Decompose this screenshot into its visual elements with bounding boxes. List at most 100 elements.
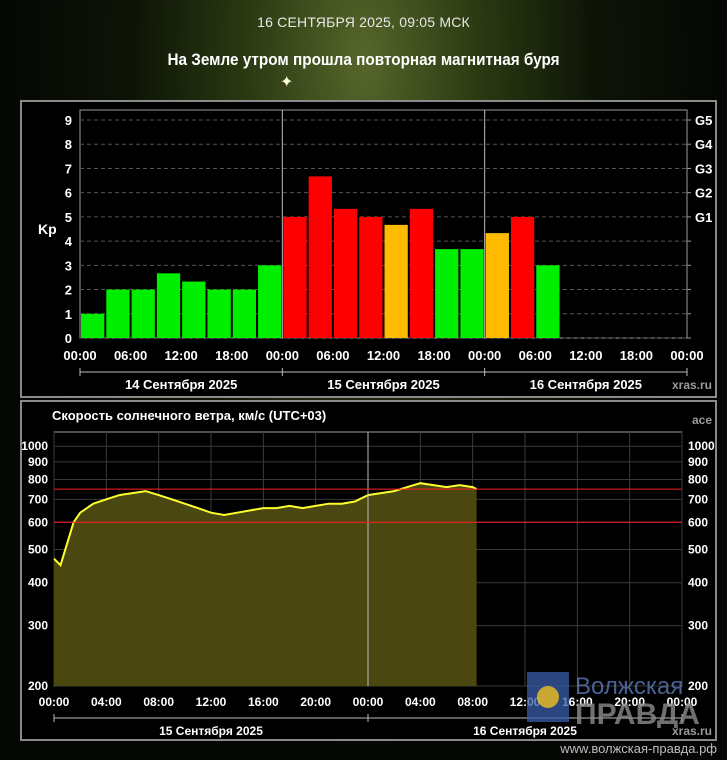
wind-x-tick-label: 16:00 <box>248 695 279 709</box>
date-line: 16 СЕНТЯБРЯ 2025, 09:05 МСК <box>257 14 470 30</box>
kp-bar <box>308 176 332 338</box>
kp-x-tick-label: 00:00 <box>63 348 96 363</box>
wind-x-tick-label: 20:00 <box>614 695 645 709</box>
kp-y-tick-label: 0 <box>65 331 72 346</box>
wind-x-tick-label: 12:00 <box>196 695 227 709</box>
wind-source-bottom: xras.ru <box>672 724 712 738</box>
wind-day-label: 16 Сентября 2025 <box>473 724 577 738</box>
wind-y-tick-left: 700 <box>28 492 48 506</box>
sparkle-icon: ✦ <box>280 74 294 91</box>
wind-y-tick-right: 500 <box>688 542 708 556</box>
kp-bar <box>460 249 484 338</box>
wind-y-tick-left: 900 <box>28 455 48 469</box>
kp-bar <box>435 249 459 338</box>
kp-bar <box>384 224 408 338</box>
kp-bar <box>81 313 105 338</box>
kp-y-tick-label: 9 <box>65 113 72 128</box>
wind-x-tick-label: 08:00 <box>457 695 488 709</box>
kp-g-label: G5 <box>695 113 712 128</box>
kp-bar <box>207 289 231 338</box>
kp-bar <box>409 208 434 338</box>
kp-bar <box>106 289 130 338</box>
kp-plot-area <box>79 109 688 339</box>
kp-index-panel: 0 1 2 3 4 5 6 7 8 9 G1 G2 G3 G4 G5 Kp 00:00 06:00 12:00 18:… <box>20 100 717 398</box>
kp-y-tick-label: 8 <box>65 137 72 152</box>
wind-x-tick-label: 04:00 <box>405 695 436 709</box>
kp-g-label: G2 <box>695 186 712 201</box>
kp-bar <box>156 273 181 338</box>
kp-day-label: 16 Сентября 2025 <box>530 377 642 392</box>
wind-y-tick-right: 400 <box>688 576 708 590</box>
kp-g-label: G3 <box>695 161 712 176</box>
kp-x-tick-label: 00:00 <box>468 348 501 363</box>
wind-y-tick-right: 1000 <box>688 439 715 453</box>
wind-source-top: ace <box>692 413 712 427</box>
kp-bar <box>485 233 509 338</box>
wind-x-tick-label: 04:00 <box>91 695 122 709</box>
kp-source-label: xras.ru <box>672 378 712 392</box>
headline: На Земле утром прошла повторная магнитна… <box>167 50 560 69</box>
wind-line <box>53 482 478 568</box>
kp-x-tick-label: 12:00 <box>569 348 602 363</box>
kp-bar <box>333 208 358 338</box>
wind-x-tick-label: 00:00 <box>353 695 384 709</box>
kp-bar <box>510 216 535 338</box>
kp-bar <box>182 281 206 338</box>
wind-y-tick-right: 700 <box>688 492 708 506</box>
kp-x-tick-label: 00:00 <box>266 348 299 363</box>
wind-y-tick-left: 600 <box>28 515 48 529</box>
kp-x-tick-label: 18:00 <box>215 348 248 363</box>
wind-day-label: 15 Сентября 2025 <box>159 724 263 738</box>
watermark-url: www.волжская-правда.рф <box>560 741 717 756</box>
wind-y-tick-left: 500 <box>28 542 48 556</box>
wind-y-tick-right: 200 <box>688 679 708 693</box>
wind-x-tick-label: 20:00 <box>300 695 331 709</box>
kp-bar <box>232 289 257 338</box>
svg-text:ПРАВДА: ПРАВДА <box>575 698 700 728</box>
wind-y-tick-right: 300 <box>688 619 708 633</box>
wind-y-tick-left: 200 <box>28 679 48 693</box>
kp-y-tick-label: 3 <box>65 258 72 273</box>
kp-y-tick-label: 1 <box>65 307 72 322</box>
kp-x-tick-label: 00:00 <box>670 348 703 363</box>
kp-y-tick-label: 2 <box>65 283 72 298</box>
kp-x-tick-label: 12:00 <box>165 348 198 363</box>
solar-wind-chart: Скорость солнечного ветра, км/с (UTC+03)… <box>22 408 715 738</box>
watermark-logo: Волжская ПРАВДА <box>527 672 700 728</box>
kp-bar <box>258 265 282 338</box>
wind-x-tick-label: 00:00 <box>39 695 70 709</box>
wind-y-tick-left: 300 <box>28 619 48 633</box>
kp-bar <box>536 265 560 338</box>
kp-x-tick-label: 18:00 <box>620 348 653 363</box>
kp-bar <box>283 216 307 338</box>
wind-x-tick-label: 08:00 <box>143 695 174 709</box>
kp-x-tick-label: 06:00 <box>519 348 552 363</box>
wind-y-tick-left: 400 <box>28 576 48 590</box>
wind-y-tick-right: 800 <box>688 472 708 486</box>
wind-x-tick-label: 00:00 <box>667 695 698 709</box>
kp-x-tick-label: 18:00 <box>417 348 450 363</box>
wind-y-tick-left: 1000 <box>22 439 48 453</box>
wind-title: Скорость солнечного ветра, км/с (UTC+03) <box>52 408 326 423</box>
kp-day-label: 14 Сентября 2025 <box>125 377 237 392</box>
wind-y-tick-left: 800 <box>28 472 48 486</box>
svg-text:Волжская: Волжская <box>575 673 683 700</box>
kp-g-label: G4 <box>695 137 713 152</box>
kp-bar <box>359 216 383 338</box>
kp-g-label: G1 <box>695 210 712 225</box>
solar-wind-panel: Скорость солнечного ветра, км/с (UTC+03)… <box>20 400 717 741</box>
kp-x-tick-label: 06:00 <box>114 348 147 363</box>
wind-area <box>54 483 477 686</box>
kp-chart: 0 1 2 3 4 5 6 7 8 9 G1 G2 G3 G4 G5 Kp 00:00 06:00 12:00 18:… <box>38 109 713 392</box>
kp-y-tick-label: 7 <box>65 161 72 176</box>
wind-y-tick-right: 900 <box>688 455 708 469</box>
kp-bar <box>131 289 155 338</box>
kp-y-tick-label: 4 <box>65 234 73 249</box>
wind-y-tick-right: 600 <box>688 515 708 529</box>
kp-x-tick-label: 12:00 <box>367 348 400 363</box>
kp-day-label: 15 Сентября 2025 <box>327 377 439 392</box>
kp-y-tick-label: 6 <box>65 186 72 201</box>
wind-x-tick-label: 16:00 <box>562 695 593 709</box>
kp-x-tick-label: 06:00 <box>316 348 349 363</box>
kp-y-axis-label: Kp <box>38 221 57 237</box>
